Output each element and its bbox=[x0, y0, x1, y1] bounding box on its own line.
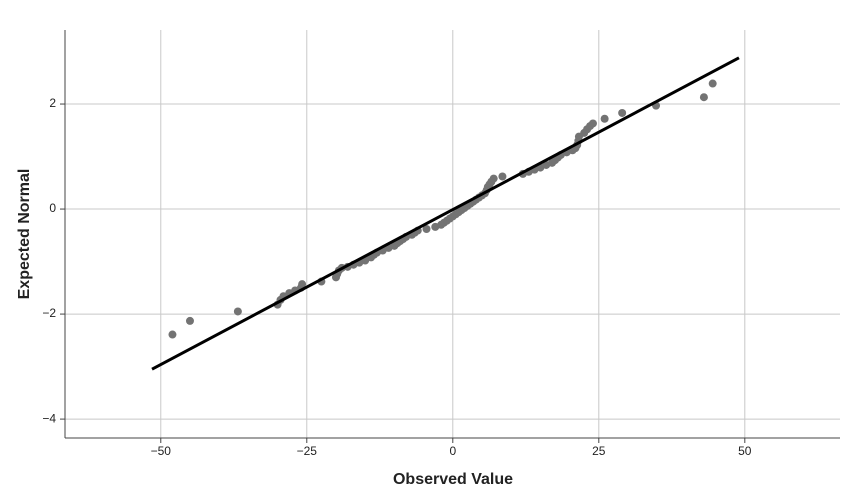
data-point bbox=[168, 330, 177, 339]
y-axis-label: Expected Normal bbox=[16, 169, 33, 300]
data-point bbox=[600, 114, 609, 123]
x-axis-label: Observed Value bbox=[393, 471, 513, 488]
y-tick-label: 2 bbox=[49, 96, 56, 110]
data-point bbox=[618, 108, 627, 117]
y-tick-label: 0 bbox=[49, 201, 56, 215]
y-tick-label: −2 bbox=[42, 306, 56, 320]
x-tick-label: 0 bbox=[449, 444, 456, 458]
y-tick-label: −4 bbox=[42, 411, 56, 425]
data-point bbox=[185, 316, 194, 325]
x-tick-label: 25 bbox=[592, 444, 606, 458]
fit-line bbox=[151, 56, 740, 371]
data-point bbox=[588, 119, 597, 128]
x-tick-label: −25 bbox=[297, 444, 318, 458]
data-point bbox=[422, 225, 431, 234]
x-tick-label: 50 bbox=[738, 444, 752, 458]
data-point bbox=[298, 280, 307, 289]
data-point bbox=[708, 79, 717, 88]
data-point bbox=[489, 174, 498, 183]
data-point bbox=[233, 307, 242, 316]
data-point bbox=[699, 93, 708, 102]
data-point bbox=[498, 172, 507, 181]
x-tick-label: −50 bbox=[151, 444, 172, 458]
